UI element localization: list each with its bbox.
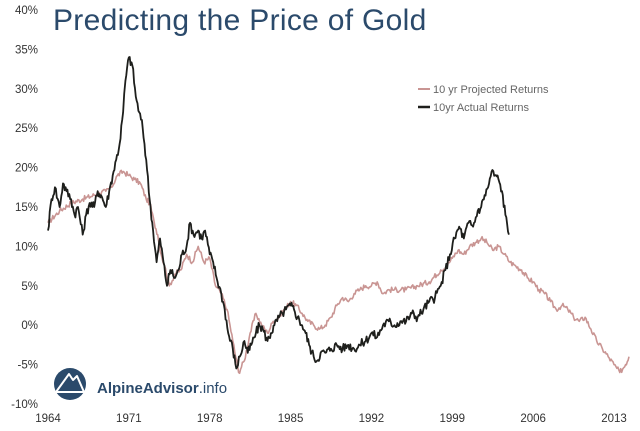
y-tick-label: 5% <box>21 281 38 293</box>
x-tick-label: 1978 <box>197 413 223 425</box>
y-tick-label: 40% <box>15 5 38 17</box>
logo-wordmark: AlpineAdvisor.info <box>97 380 227 397</box>
logo-mountain-peak <box>55 373 85 393</box>
alpine-advisor-logo: AlpineAdvisor.info <box>54 368 227 400</box>
y-tick-label: -5% <box>18 360 38 372</box>
y-tick-label: 0% <box>21 320 38 332</box>
x-tick-label: 1985 <box>278 413 304 425</box>
logo-suffix: .info <box>199 380 227 397</box>
series-layer <box>47 56 630 375</box>
x-tick-label: 2013 <box>601 413 627 425</box>
projected-returns-line <box>47 169 630 375</box>
legend-label: 10 yr Projected Returns <box>433 84 549 96</box>
y-axis-tick-labels: -10% -5% 0% 5% 10% 15% 20% 25% 30% 35% 40% <box>11 5 38 411</box>
legend-label: 10yr Actual Returns <box>433 102 529 114</box>
chart-title: Predicting the Price of Gold <box>53 4 427 37</box>
x-tick-label: 2006 <box>520 413 546 425</box>
x-tick-label: 1999 <box>439 413 465 425</box>
x-axis-tick-labels: 1964 1971 1978 1985 1992 1999 2006 2013 <box>35 413 627 425</box>
x-tick-label: 1964 <box>35 413 61 425</box>
legend: 10 yr Projected Returns 10yr Actual Retur… <box>418 84 549 114</box>
y-tick-label: 25% <box>15 123 38 135</box>
logo-brand: AlpineAdvisor <box>97 380 199 397</box>
y-tick-label: 15% <box>15 202 38 214</box>
x-tick-label: 1971 <box>116 413 142 425</box>
x-tick-label: 1992 <box>359 413 385 425</box>
y-tick-label: -10% <box>11 399 38 411</box>
y-tick-label: 35% <box>15 44 38 56</box>
y-tick-label: 20% <box>15 163 38 175</box>
y-tick-label: 30% <box>15 84 38 96</box>
actual-returns-line <box>47 56 510 370</box>
y-tick-label: 10% <box>15 241 38 253</box>
